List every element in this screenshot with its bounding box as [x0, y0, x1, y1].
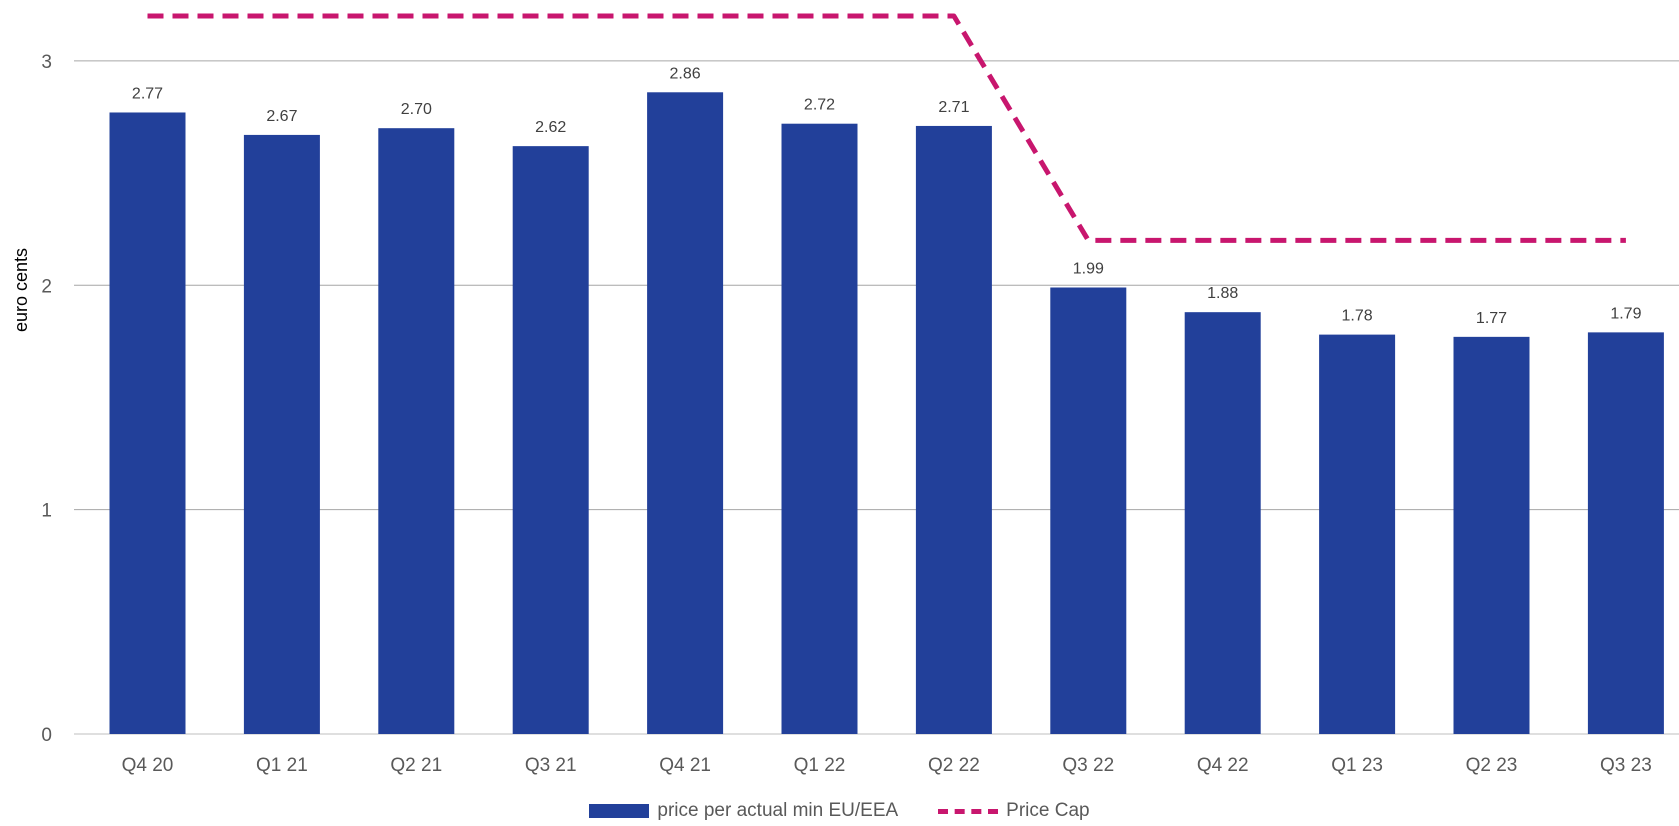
bar [1319, 334, 1396, 734]
bar-data-label: 2.77 [132, 85, 163, 102]
legend-swatch-line [938, 808, 999, 814]
x-tick-label: Q2 22 [928, 755, 980, 776]
legend: price per actual min EU/EEA Price Cap [0, 800, 1679, 822]
bar-data-label: 2.86 [670, 65, 701, 82]
bar-data-label: 2.67 [266, 108, 297, 125]
bar [781, 123, 858, 734]
y-tick-label: 2 [41, 276, 52, 297]
x-tick-label: Q3 23 [1600, 755, 1652, 776]
gridlines [74, 60, 1679, 735]
price-cap-line [147, 13, 1626, 243]
x-tick-label: Q4 20 [122, 755, 174, 776]
x-tick-label: Q2 21 [390, 755, 442, 776]
legend-label-line: Price Cap [1006, 800, 1090, 821]
bar [1184, 312, 1261, 734]
bar [1587, 332, 1664, 734]
bar-data-label: 2.71 [938, 99, 969, 116]
y-tick-label: 1 [41, 501, 52, 522]
bar [1050, 287, 1127, 734]
bar-data-label: 1.78 [1342, 308, 1373, 325]
bar-data-labels: 2.77 2.67 2.70 2.62 2.86 2.72 2.71 1.99 1.88 1.78… [132, 65, 1642, 327]
bar [512, 146, 589, 734]
bar-data-label: 1.79 [1610, 305, 1641, 322]
bar [109, 112, 186, 734]
x-tick-label: Q3 21 [525, 755, 577, 776]
bar-series [109, 92, 1664, 735]
y-axis-title: euro cents [11, 248, 31, 332]
y-tick-label: 0 [41, 725, 52, 746]
bar-data-label: 2.62 [535, 119, 566, 136]
bar-data-label: 1.77 [1476, 310, 1507, 327]
bar [915, 125, 992, 735]
bar-data-label: 2.70 [401, 101, 432, 118]
bar-data-label: 2.72 [804, 97, 835, 114]
bar [1453, 336, 1530, 734]
x-tick-label: Q4 21 [659, 755, 711, 776]
x-tick-label: Q2 23 [1466, 755, 1518, 776]
legend-label-bar: price per actual min EU/EEA [657, 800, 899, 821]
x-tick-label: Q3 22 [1062, 755, 1114, 776]
bar [243, 134, 320, 734]
y-tick-label: 3 [41, 52, 52, 73]
bar [647, 92, 724, 735]
y-axis-ticks: 0 1 2 3 [41, 52, 52, 746]
x-tick-label: Q4 22 [1197, 755, 1249, 776]
legend-item-line: Price Cap [938, 800, 1090, 822]
price-cap-series [147, 13, 1626, 243]
x-tick-label: Q1 22 [794, 755, 846, 776]
legend-swatch-bar [589, 804, 650, 818]
x-axis-ticks: Q4 20 Q1 21 Q2 21 Q3 21 Q4 21 Q1 22 Q2 22 Q3 22… [122, 755, 1652, 776]
bar-data-label: 1.99 [1073, 260, 1104, 277]
legend-item-bar: price per actual min EU/EEA [589, 800, 898, 822]
x-tick-label: Q1 23 [1331, 755, 1383, 776]
chart: 0 1 2 3 2.77 2.67 2.70 2.62 2.86 2.72 2.71 1.99 1.8… [11, 13, 1679, 776]
x-tick-label: Q1 21 [256, 755, 308, 776]
bar-data-label: 1.88 [1207, 285, 1238, 302]
bar [378, 128, 455, 734]
